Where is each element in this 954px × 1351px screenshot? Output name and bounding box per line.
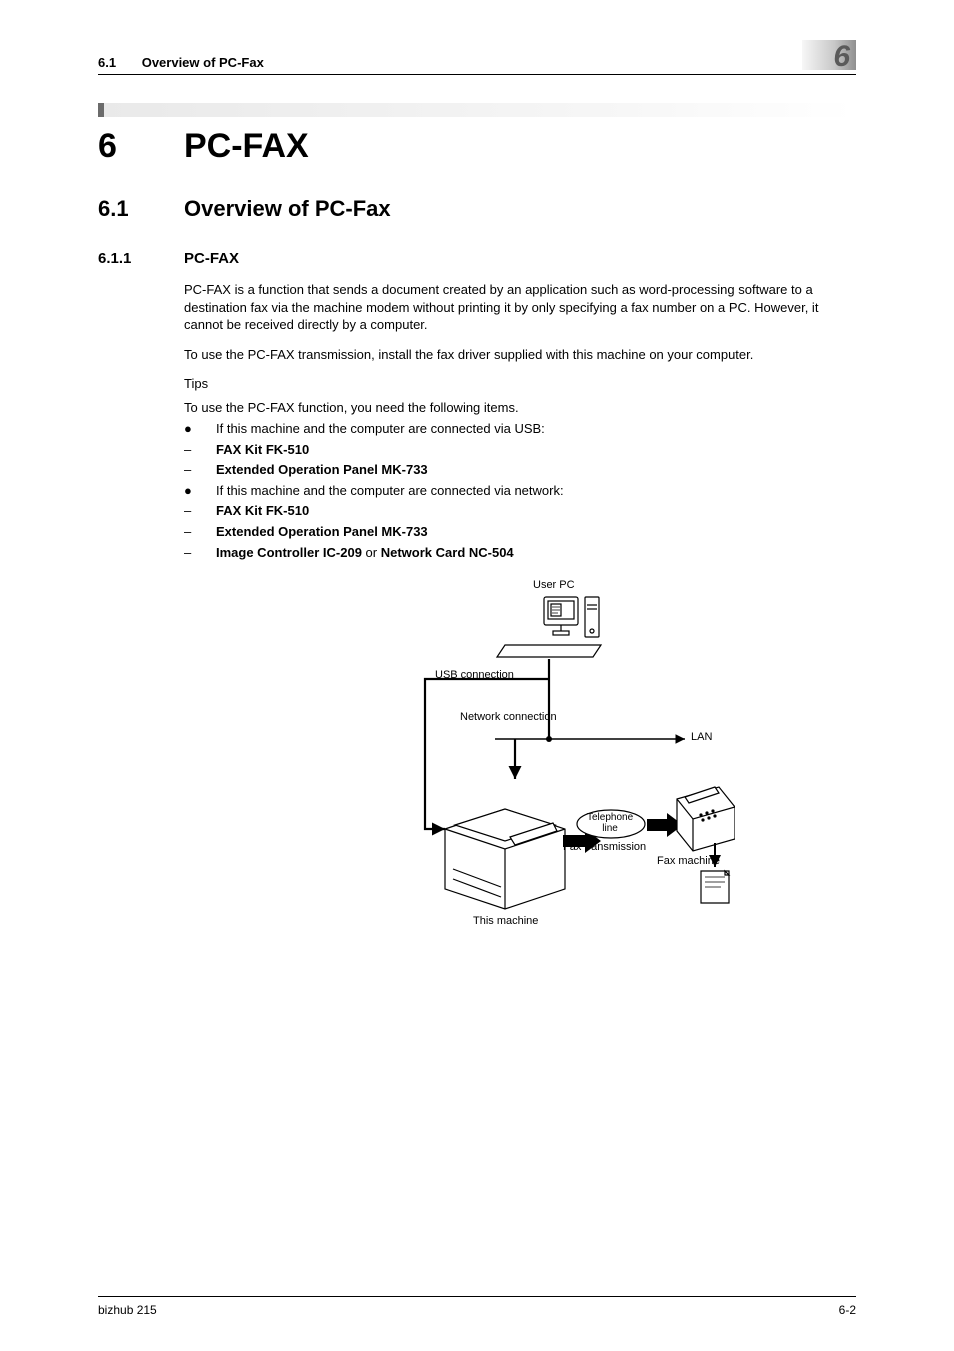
h1-number: 6 — [98, 127, 184, 166]
user-pc-icon — [497, 597, 601, 657]
heading-3: 6.1.1 PC-FAX — [98, 250, 856, 267]
list-marker: – — [184, 441, 208, 459]
heading-1: 6 PC-FAX — [98, 127, 856, 166]
list-marker: – — [184, 502, 208, 520]
this-machine-icon — [445, 809, 565, 909]
paragraph: To use the PC-FAX function, you need the… — [184, 399, 856, 417]
list-marker: ● — [184, 420, 208, 438]
list-text: Extended Operation Panel MK-733 — [216, 524, 428, 539]
list-item: –FAX Kit FK-510 — [184, 441, 856, 459]
header-badge-number: 6 — [833, 40, 850, 74]
label-fax-machine: Fax machine — [657, 855, 720, 867]
paragraph: To use the PC-FAX transmission, install … — [184, 346, 856, 364]
heading-2: 6.1 Overview of PC-Fax — [98, 196, 856, 222]
list-text-part: Network Card NC-504 — [381, 545, 514, 560]
header-chapter-badge: 6 — [802, 40, 856, 70]
h1-title: PC-FAX — [184, 127, 309, 166]
label-user-pc: User PC — [533, 579, 575, 591]
header-left: 6.1 Overview of PC-Fax — [98, 55, 264, 70]
label-fax-transmission: Fax transmission — [563, 841, 646, 853]
h3-number: 6.1.1 — [98, 250, 184, 267]
list-marker: – — [184, 544, 208, 562]
list-item: ● If this machine and the computer are co… — [184, 482, 856, 500]
header-section-number: 6.1 — [98, 55, 116, 70]
list-marker: – — [184, 461, 208, 479]
footer-left: bizhub 215 — [98, 1303, 157, 1317]
body-text: PC-FAX is a function that sends a docume… — [184, 281, 856, 561]
list-text: If this machine and the computer are con… — [216, 421, 545, 436]
fax-machine-icon — [677, 787, 735, 851]
tips-label: Tips — [184, 375, 856, 393]
list-text-part: Image Controller IC-209 — [216, 545, 362, 560]
label-usb-connection: USB connection — [435, 669, 514, 681]
running-header: 6.1 Overview of PC-Fax 6 — [98, 40, 856, 75]
label-lan: LAN — [691, 731, 712, 743]
h2-title: Overview of PC-Fax — [184, 196, 391, 222]
label-network-connection: Network connection — [460, 711, 557, 723]
list-text: FAX Kit FK-510 — [216, 503, 309, 518]
list-text: FAX Kit FK-510 — [216, 442, 309, 457]
h2-number: 6.1 — [98, 196, 184, 222]
footer-right: 6-2 — [839, 1303, 856, 1317]
h3-title: PC-FAX — [184, 250, 239, 267]
diagram-svg — [305, 579, 735, 939]
list-marker: ● — [184, 482, 208, 500]
list-item: –Extended Operation Panel MK-733 — [184, 523, 856, 541]
accent-strip — [98, 103, 854, 117]
label-telephone-line: Telephoneline — [587, 813, 633, 834]
paragraph: PC-FAX is a function that sends a docume… — [184, 281, 856, 334]
pcfax-diagram: User PC USB connection Network connectio… — [305, 579, 735, 939]
list-text-part: or — [362, 545, 381, 560]
requirements-list: ● If this machine and the computer are co… — [184, 420, 856, 561]
list-item: –Image Controller IC-209 or Network Card… — [184, 544, 856, 562]
list-item: –Extended Operation Panel MK-733 — [184, 461, 856, 479]
output-page-icon — [701, 871, 729, 903]
label-this-machine: This machine — [473, 915, 538, 927]
list-text: If this machine and the computer are con… — [216, 483, 564, 498]
header-section-title: Overview of PC-Fax — [142, 55, 264, 70]
diagram-container: User PC USB connection Network connectio… — [184, 579, 856, 939]
list-item: ● If this machine and the computer are co… — [184, 420, 856, 438]
list-item: –FAX Kit FK-510 — [184, 502, 856, 520]
list-marker: – — [184, 523, 208, 541]
list-text: Extended Operation Panel MK-733 — [216, 462, 428, 477]
page-footer: bizhub 215 6-2 — [98, 1296, 856, 1317]
